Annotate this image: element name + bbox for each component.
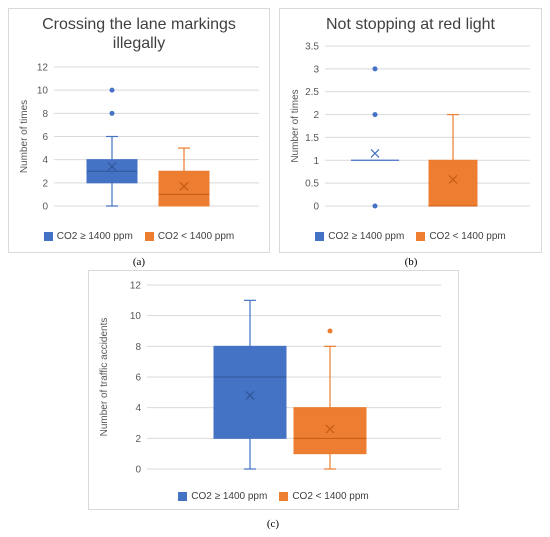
y-axis-label: Number of traffic accidents xyxy=(99,318,110,437)
y-tick-label: 8 xyxy=(135,342,141,353)
y-tick-label: 0.5 xyxy=(305,179,319,190)
outlier-point xyxy=(372,112,378,118)
legend-swatch-orange-b xyxy=(416,232,426,241)
legend-c: CO2 ≥ 1400 ppm CO2 < 1400 ppm xyxy=(89,491,458,502)
legend-label-high-co2-c: CO2 ≥ 1400 ppm xyxy=(191,491,268,502)
legend-item-high-co2-c: CO2 ≥ 1400 ppm xyxy=(178,491,267,502)
chart-panel-b: Not stopping at red light 0 0.5 1 1.5 2 2.5 3 3… xyxy=(279,8,542,253)
legend-label-low-co2-b: CO2 < 1400 ppm xyxy=(429,231,506,242)
chart-title-a-line-1: Crossing the lane markings xyxy=(42,16,236,33)
y-axis-label: Number of times xyxy=(290,89,301,162)
y-tick-label: 6 xyxy=(42,132,48,143)
y-tick-label: 3.5 xyxy=(305,42,319,53)
legend-label-high-co2-a: CO2 ≥ 1400 ppm xyxy=(56,231,133,242)
y-tick-label: 12 xyxy=(130,281,142,292)
y-tick-label: 1 xyxy=(313,156,319,167)
outlier-point xyxy=(372,66,378,72)
panel-caption-c: (c) xyxy=(266,518,280,530)
y-tick-label: 1.5 xyxy=(305,133,319,144)
legend-swatch-orange-a xyxy=(144,232,154,241)
box-iqr xyxy=(428,159,478,207)
y-tick-label: 0 xyxy=(42,202,48,213)
y-axis-label: Number of times xyxy=(19,100,30,173)
mean-marker xyxy=(325,424,335,434)
mean-marker xyxy=(370,149,380,158)
outlier-point xyxy=(327,328,333,334)
mean-marker xyxy=(245,390,255,400)
y-tick-label: 8 xyxy=(42,109,48,120)
legend-swatch-blue-a xyxy=(43,232,53,241)
legend-item-low-co2-b: CO2 < 1400 ppm xyxy=(416,231,506,242)
legend-item-low-co2-a: CO2 < 1400 ppm xyxy=(144,231,235,242)
y-tick-label: 4 xyxy=(42,155,48,166)
chart-title-b: Not stopping at red light xyxy=(280,15,541,34)
legend-swatch-blue-c xyxy=(178,492,188,501)
box-plot-b: 0 0.5 1 1.5 2 2.5 3 3.5 Number of times xyxy=(290,42,530,213)
y-tick-label: 2.5 xyxy=(305,87,319,98)
legend-swatch-blue-b xyxy=(315,232,325,241)
mean-marker xyxy=(448,175,458,184)
box-iqr xyxy=(293,407,367,455)
y-tick-label: 6 xyxy=(135,373,141,384)
outlier-point xyxy=(109,87,115,93)
panel-caption-b: (b) xyxy=(404,256,418,268)
outlier-point xyxy=(109,110,115,116)
outlier-point xyxy=(372,203,378,209)
chart-title-a: Crossing the lane markings illegally xyxy=(9,15,269,53)
mean-marker xyxy=(179,181,189,191)
y-tick-label: 3 xyxy=(313,64,319,75)
legend-swatch-orange-c xyxy=(279,492,289,501)
y-tick-label: 0 xyxy=(313,202,319,213)
panel-caption-a: (a) xyxy=(132,256,146,268)
box-plot-c: 0 2 4 6 8 10 12 Number of traffic accidents xyxy=(99,281,441,476)
y-tick-label: 2 xyxy=(313,110,319,121)
legend-label-low-co2-a: CO2 < 1400 ppm xyxy=(157,231,235,242)
legend-item-low-co2-c: CO2 < 1400 ppm xyxy=(279,491,369,502)
chart-title-b-line-1: Not stopping at red light xyxy=(326,16,495,33)
legend-item-high-co2-a: CO2 ≥ 1400 ppm xyxy=(43,231,133,242)
y-tick-label: 12 xyxy=(37,63,49,74)
y-tick-label: 10 xyxy=(37,86,49,97)
box-plot-a: 0 2 4 6 8 10 12 Number of times xyxy=(19,63,259,213)
legend-item-high-co2-b: CO2 ≥ 1400 ppm xyxy=(315,231,404,242)
legend-label-high-co2-b: CO2 ≥ 1400 ppm xyxy=(328,231,405,242)
mean-marker xyxy=(107,162,117,172)
y-tick-label: 0 xyxy=(135,465,141,476)
y-tick-label: 2 xyxy=(42,178,48,189)
y-tick-label: 10 xyxy=(130,311,142,322)
box-iqr xyxy=(213,345,287,439)
chart-title-a-line-2: illegally xyxy=(112,35,166,52)
y-tick-label: 2 xyxy=(135,434,141,445)
legend-label-low-co2-c: CO2 < 1400 ppm xyxy=(292,491,369,502)
legend-a: CO2 ≥ 1400 ppm CO2 < 1400 ppm xyxy=(9,231,269,242)
box-iqr xyxy=(158,170,210,207)
chart-panel-a: Crossing the lane markings illegally 0 2 4… xyxy=(8,8,270,253)
y-tick-label: 4 xyxy=(135,403,141,414)
chart-panel-c: 0 2 4 6 8 10 12 Number of traffic accidents CO2… xyxy=(88,270,459,510)
legend-b: CO2 ≥ 1400 ppm CO2 < 1400 ppm xyxy=(280,231,541,242)
